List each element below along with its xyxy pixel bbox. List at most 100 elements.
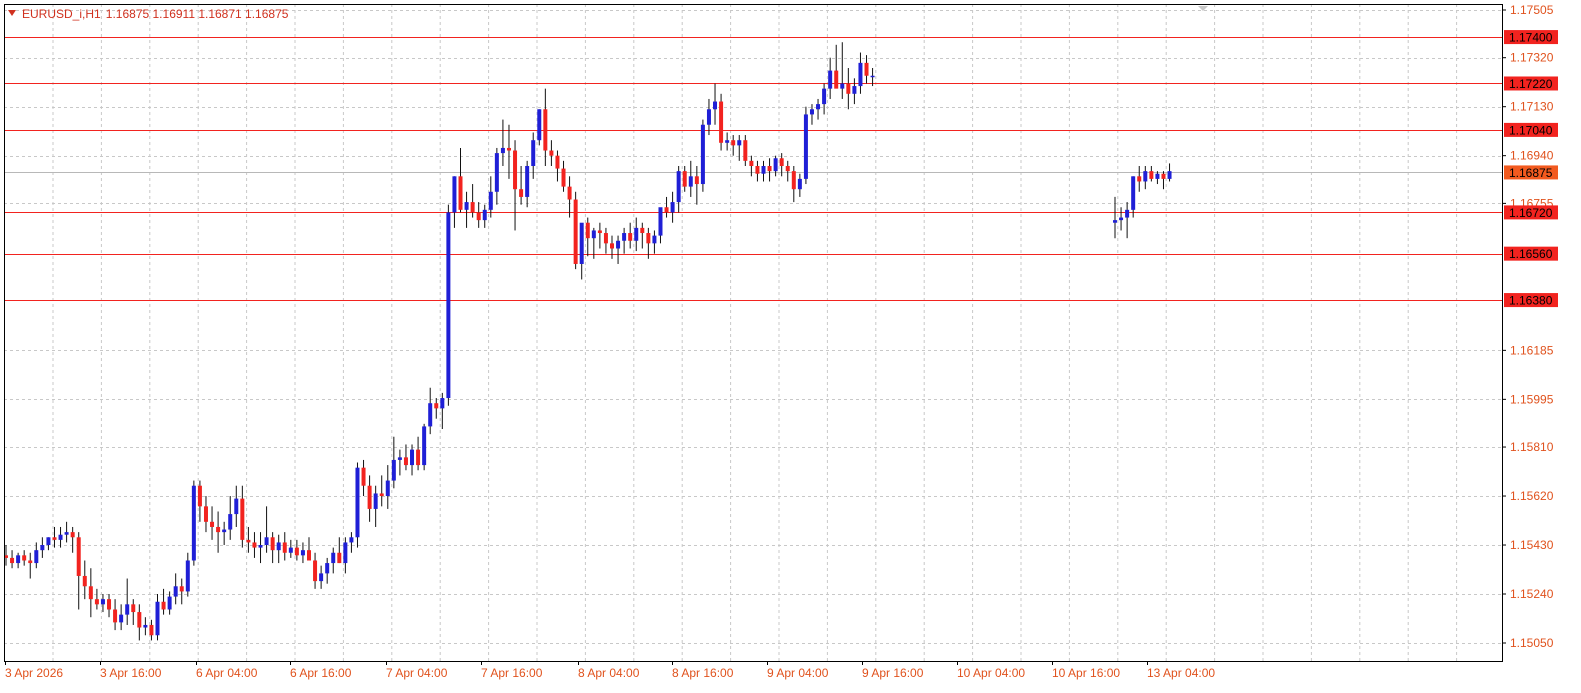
time-tick-label: 13 Apr 04:00 xyxy=(1147,666,1215,680)
candle-body-bear xyxy=(610,243,614,249)
current-price-badge-bg xyxy=(1504,165,1558,180)
candle-body-bull xyxy=(464,202,469,210)
candle-body-bear xyxy=(476,212,481,221)
candle-body-bull xyxy=(125,604,130,615)
candle-body-bear xyxy=(785,165,790,172)
candle-body-bear xyxy=(22,555,27,561)
candle-body-bear xyxy=(864,62,869,76)
candle-body-bull xyxy=(616,240,621,249)
candle-body-bear xyxy=(282,542,287,553)
svg-text:EURUSD_i,H11.16875 1.16911 1.1: EURUSD_i,H1 1.16875 1.16911 1.16871 1.168… xyxy=(22,7,289,21)
candle-body-bear xyxy=(513,150,518,190)
candle-body-bull xyxy=(803,114,808,179)
level-badge-label: 1.16380 xyxy=(1509,294,1553,308)
price-tick-label: 1.16940 xyxy=(1510,149,1554,163)
candle-body-bull xyxy=(1167,171,1172,179)
candle-body-bull xyxy=(191,485,196,561)
candle-body-bear xyxy=(137,612,142,628)
candle-body-bear xyxy=(567,186,572,200)
candle-body-bull xyxy=(670,202,675,213)
candle-body-bear xyxy=(458,176,463,210)
candle-body-bull xyxy=(816,104,821,110)
time-tick-label: 9 Apr 16:00 xyxy=(862,666,924,680)
candle-body-bear xyxy=(252,542,257,548)
candle-body-bear xyxy=(597,230,602,234)
time-tick-label: 9 Apr 04:00 xyxy=(767,666,829,680)
candle-body-bull xyxy=(1143,171,1148,182)
candle-body-bull xyxy=(482,209,487,221)
candle-body-bull xyxy=(737,140,742,146)
candle-body-bear xyxy=(664,207,669,213)
candle-body-bear xyxy=(779,158,784,166)
chart-shift-marker xyxy=(1198,6,1208,11)
candle-body-bear xyxy=(361,467,366,486)
candle-body-bull xyxy=(870,75,875,78)
candle-body-bull xyxy=(1131,176,1136,210)
candle-body-bull xyxy=(331,552,336,564)
candle-body-bull xyxy=(16,555,21,564)
candle-body-bear xyxy=(506,147,511,151)
time-tick-label: 10 Apr 16:00 xyxy=(1052,666,1120,680)
chart-header: EURUSD_i,H1 1.16875 1.16911 1.16871 1.168… xyxy=(8,7,289,21)
candle-body-bull xyxy=(773,158,778,172)
candle-body-bear xyxy=(416,449,421,466)
candle-body-bull xyxy=(343,542,348,564)
price-tick-label: 1.17505 xyxy=(1510,3,1554,17)
candle-body-bear xyxy=(555,155,560,169)
candle-body-bull xyxy=(822,88,827,105)
candle-body-bull xyxy=(288,547,293,553)
symbol-label: EURUSD_i,H1 xyxy=(22,7,101,21)
candle-body-bear xyxy=(270,537,275,551)
candle-body-bear xyxy=(216,526,221,533)
candle-body-bull xyxy=(761,165,766,174)
candle-body-bear xyxy=(403,457,408,466)
candle-body-bear xyxy=(240,498,245,540)
level-badge-label: 1.17040 xyxy=(1509,123,1553,137)
level-badge-bg xyxy=(1504,293,1558,308)
price-badges: 1.17400 1.17220 1.17040 1.16720 1.16560 1.163… xyxy=(1504,30,1558,308)
candle-body-bull xyxy=(500,147,505,154)
level-badge-label: 1.17220 xyxy=(1509,77,1553,91)
candle-body-bear xyxy=(640,227,645,234)
time-tick-label: 7 Apr 04:00 xyxy=(386,666,448,680)
candle-body-bull xyxy=(676,171,681,203)
candle-body-bull xyxy=(1119,217,1124,221)
candle-body-bull xyxy=(119,614,124,623)
candle-body-bear xyxy=(1149,171,1154,179)
candle-body-bear xyxy=(294,547,299,556)
candle-body-bear xyxy=(307,550,311,561)
current-price-badge-label: 1.16875 xyxy=(1509,166,1553,180)
candle-body-bear xyxy=(131,604,136,613)
candle-body-bull xyxy=(46,537,51,546)
time-tick-label: 6 Apr 04:00 xyxy=(196,666,258,680)
candle-body-bull xyxy=(688,176,693,187)
time-axis-ticks: 3 Apr 2026 3 Apr 16:00 6 Apr 04:00 6 Apr 16… xyxy=(5,661,1215,680)
candle-body-bear xyxy=(210,521,215,527)
time-tick-label: 3 Apr 16:00 xyxy=(100,666,162,680)
candle-body-bull xyxy=(446,212,451,399)
candle-body-bear xyxy=(28,560,33,564)
symbol-dropdown-icon[interactable] xyxy=(8,10,16,16)
candle-body-bear xyxy=(519,189,524,197)
candle-body-bear xyxy=(585,222,590,239)
candle-body-bear xyxy=(149,624,154,636)
candle-body-bear xyxy=(682,171,687,187)
candle-body-bull xyxy=(531,140,536,166)
time-tick-label: 8 Apr 16:00 xyxy=(672,666,734,680)
candle-body-bull xyxy=(228,514,233,530)
candle-body-bear xyxy=(791,171,796,190)
candle-body-bull xyxy=(391,459,396,481)
candle-body-bull xyxy=(440,398,445,409)
candle-body-bear xyxy=(549,150,554,156)
candle-body-bull xyxy=(700,124,705,185)
candle-body-bull xyxy=(706,109,711,125)
candle-body-bull xyxy=(591,230,596,239)
candle-body-bull xyxy=(397,457,402,460)
candle-body-bull xyxy=(658,207,663,236)
candle-body-bull xyxy=(155,601,160,636)
candle-body-bull xyxy=(40,545,45,551)
candle-body-bull xyxy=(64,532,69,535)
candle-body-bull xyxy=(809,109,814,115)
candle-body-bull xyxy=(422,426,427,466)
